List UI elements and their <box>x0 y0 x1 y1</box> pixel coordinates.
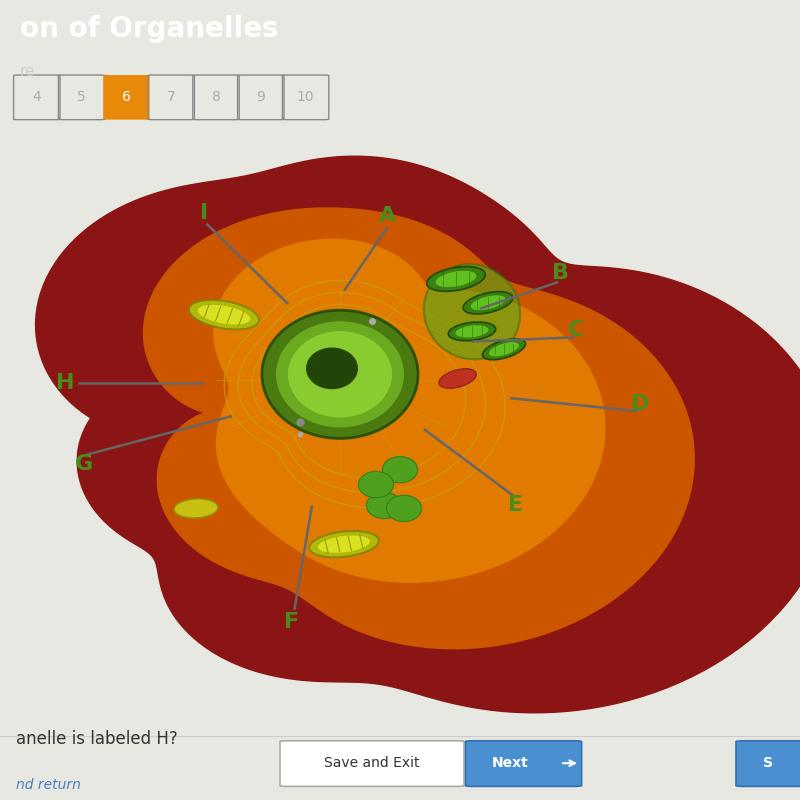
Circle shape <box>358 471 394 498</box>
Text: nd return: nd return <box>16 778 81 792</box>
Text: Save and Exit: Save and Exit <box>324 756 420 770</box>
Ellipse shape <box>288 331 392 418</box>
Ellipse shape <box>470 295 506 310</box>
Text: on of Organelles: on of Organelles <box>20 15 278 43</box>
Ellipse shape <box>482 338 526 360</box>
Ellipse shape <box>435 270 477 287</box>
Ellipse shape <box>424 264 520 359</box>
Text: 8: 8 <box>211 90 221 104</box>
Ellipse shape <box>198 305 250 325</box>
Text: A: A <box>379 206 397 226</box>
Text: re: re <box>20 65 35 79</box>
Text: C: C <box>568 320 584 340</box>
Ellipse shape <box>318 535 370 553</box>
FancyBboxPatch shape <box>736 741 800 786</box>
Text: D: D <box>631 394 649 414</box>
Polygon shape <box>35 156 800 713</box>
Polygon shape <box>214 239 605 582</box>
Ellipse shape <box>455 326 489 338</box>
FancyBboxPatch shape <box>280 741 464 786</box>
Text: B: B <box>551 263 569 283</box>
Circle shape <box>382 457 418 482</box>
Text: 4: 4 <box>33 90 41 104</box>
Text: 7: 7 <box>167 90 175 104</box>
Ellipse shape <box>174 499 218 518</box>
Text: 10: 10 <box>297 90 314 104</box>
Ellipse shape <box>262 310 418 438</box>
Text: 9: 9 <box>256 90 266 104</box>
Text: G: G <box>75 454 93 474</box>
Text: H: H <box>56 374 75 394</box>
Text: anelle is labeled H?: anelle is labeled H? <box>16 730 178 747</box>
Ellipse shape <box>426 266 486 291</box>
Ellipse shape <box>463 292 513 314</box>
Ellipse shape <box>448 322 496 341</box>
Ellipse shape <box>310 531 378 558</box>
Text: S: S <box>763 756 773 770</box>
Circle shape <box>386 495 422 522</box>
Text: 6: 6 <box>122 90 131 104</box>
Ellipse shape <box>189 300 259 330</box>
FancyBboxPatch shape <box>103 75 150 120</box>
Ellipse shape <box>306 347 358 390</box>
Text: F: F <box>285 612 299 632</box>
Ellipse shape <box>489 342 519 356</box>
Text: I: I <box>200 203 208 223</box>
Text: Next: Next <box>492 756 529 770</box>
Polygon shape <box>143 208 694 649</box>
Text: E: E <box>509 495 523 515</box>
Circle shape <box>366 492 402 518</box>
Text: 5: 5 <box>78 90 86 104</box>
Ellipse shape <box>439 369 476 388</box>
FancyBboxPatch shape <box>466 741 582 786</box>
Ellipse shape <box>276 322 404 427</box>
